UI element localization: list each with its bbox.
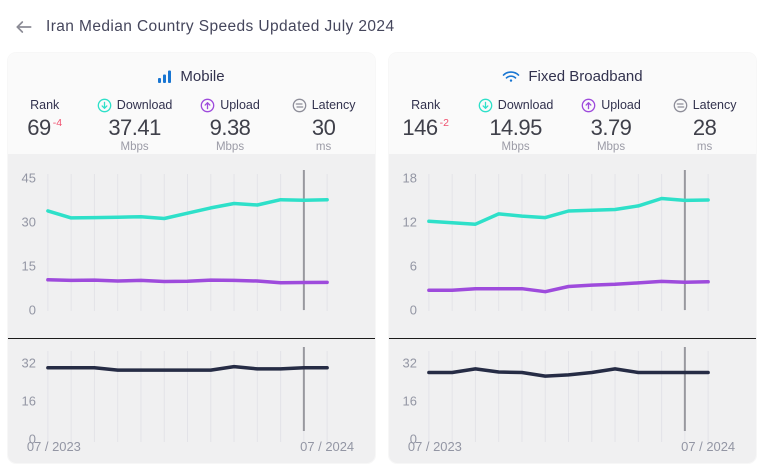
mobile-upload-stat: Upload 9.38 Mbps <box>188 97 272 154</box>
mobile-latency-stat: Latency 30 ms <box>272 97 375 154</box>
download-value: 37.41 <box>108 115 161 140</box>
svg-text:0: 0 <box>29 303 36 318</box>
svg-text:30: 30 <box>22 215 36 230</box>
fixed-download-stat: Download 14.95 Mbps <box>462 97 568 154</box>
svg-text:32: 32 <box>403 355 417 370</box>
upload-label: Upload <box>220 98 260 112</box>
svg-text:0: 0 <box>410 303 417 318</box>
mobile-stats-section: Mobile Rank 69 -4 Download <box>8 53 375 155</box>
mobile-signal-bars-icon <box>158 70 172 83</box>
rank-label: Rank <box>30 98 60 112</box>
mobile-download-stat: Download 37.41 Mbps <box>81 97 187 154</box>
page-title: Iran Median Country Speeds Updated July … <box>46 17 395 35</box>
fixed-card-title: Fixed Broadband <box>389 64 756 88</box>
svg-text:12: 12 <box>403 215 417 230</box>
latency-unit: ms <box>696 141 713 154</box>
rank-value: 69 -4 <box>27 115 63 140</box>
fixed-speed-chart-section: 18 12 6 0 <box>389 154 756 339</box>
mobile-card-title-label: Mobile <box>180 67 225 85</box>
latency-value: 30 <box>311 115 336 140</box>
rank-label: Rank <box>411 98 441 112</box>
fixed-latency-stat: Latency 28 ms <box>653 97 756 154</box>
download-icon <box>97 98 112 113</box>
download-icon <box>478 98 493 113</box>
fixed-card-title-label: Fixed Broadband <box>528 67 643 85</box>
download-unit: Mbps <box>501 141 530 154</box>
svg-text:45: 45 <box>22 171 36 186</box>
svg-text:16: 16 <box>403 393 417 408</box>
fixed-stats-row: Rank 146 -2 Download 14.95 Mbps <box>389 97 756 154</box>
download-label: Download <box>497 98 554 112</box>
upload-icon <box>200 98 215 113</box>
fixed-latency-chart-section: 32 16 0 07 / 2023 07 / 2024 <box>389 339 756 463</box>
mobile-card: Mobile Rank 69 -4 Download <box>8 53 375 463</box>
svg-text:07 / 2024: 07 / 2024 <box>681 439 735 454</box>
svg-text:18: 18 <box>403 171 417 186</box>
fixed-broadband-card: Fixed Broadband Rank 146 -2 Downl <box>389 53 756 463</box>
svg-text:15: 15 <box>22 259 36 274</box>
fixed-stats-section: Fixed Broadband Rank 146 -2 Downl <box>389 53 756 155</box>
back-button[interactable] <box>13 16 35 38</box>
latency-unit: ms <box>315 141 332 154</box>
svg-text:0: 0 <box>410 431 417 446</box>
mobile-stats-row: Rank 69 -4 Download 37.41 Mbps <box>8 97 375 154</box>
latency-label: Latency <box>311 98 356 112</box>
upload-icon <box>581 98 596 113</box>
arrow-left-icon <box>14 17 34 37</box>
mobile-speed-chart-section: 45 30 15 0 <box>8 154 375 339</box>
mobile-speed-chart[interactable]: 45 30 15 0 <box>8 154 375 338</box>
chart-divider <box>389 338 756 339</box>
upload-label: Upload <box>601 98 641 112</box>
rank-value: 146 -2 <box>402 115 449 140</box>
chart-divider <box>8 338 375 339</box>
wifi-icon <box>502 69 520 83</box>
fixed-latency-chart[interactable]: 32 16 007 / 2023 07 / 2024 <box>389 339 756 463</box>
upload-unit: Mbps <box>215 141 245 154</box>
mobile-latency-chart[interactable]: 32 16 007 / 2023 07 / 2024 <box>8 339 375 463</box>
mobile-latency-chart-section: 32 16 0 07 / 2023 07 / 2024 <box>8 339 375 463</box>
download-value: 14.95 <box>489 115 542 140</box>
rank-change-badge: -4 <box>52 117 63 129</box>
svg-text:6: 6 <box>410 259 417 274</box>
mobile-rank-stat: Rank 69 -4 <box>8 97 81 154</box>
svg-text:0: 0 <box>29 431 36 446</box>
svg-text:07 / 2024: 07 / 2024 <box>300 439 354 454</box>
upload-unit: Mbps <box>596 141 626 154</box>
fixed-speed-chart[interactable]: 18 12 6 0 <box>389 154 756 338</box>
fixed-rank-stat: Rank 146 -2 <box>389 97 462 154</box>
svg-text:16: 16 <box>22 393 36 408</box>
svg-text:07 / 2023: 07 / 2023 <box>27 439 81 454</box>
latency-icon <box>673 98 688 113</box>
latency-value: 28 <box>692 115 717 140</box>
upload-value: 9.38 <box>209 115 251 140</box>
svg-text:32: 32 <box>22 355 36 370</box>
cards-container: Mobile Rank 69 -4 Download <box>0 53 757 463</box>
mobile-card-title: Mobile <box>8 64 375 88</box>
rank-change-badge: -2 <box>439 117 449 129</box>
download-unit: Mbps <box>120 141 149 154</box>
upload-value: 3.79 <box>590 115 632 140</box>
page-header: Iran Median Country Speeds Updated July … <box>0 0 757 53</box>
fixed-upload-stat: Upload 3.79 Mbps <box>569 97 653 154</box>
latency-icon <box>292 98 307 113</box>
svg-text:07 / 2023: 07 / 2023 <box>408 439 462 454</box>
download-label: Download <box>116 98 173 112</box>
latency-label: Latency <box>692 98 737 112</box>
